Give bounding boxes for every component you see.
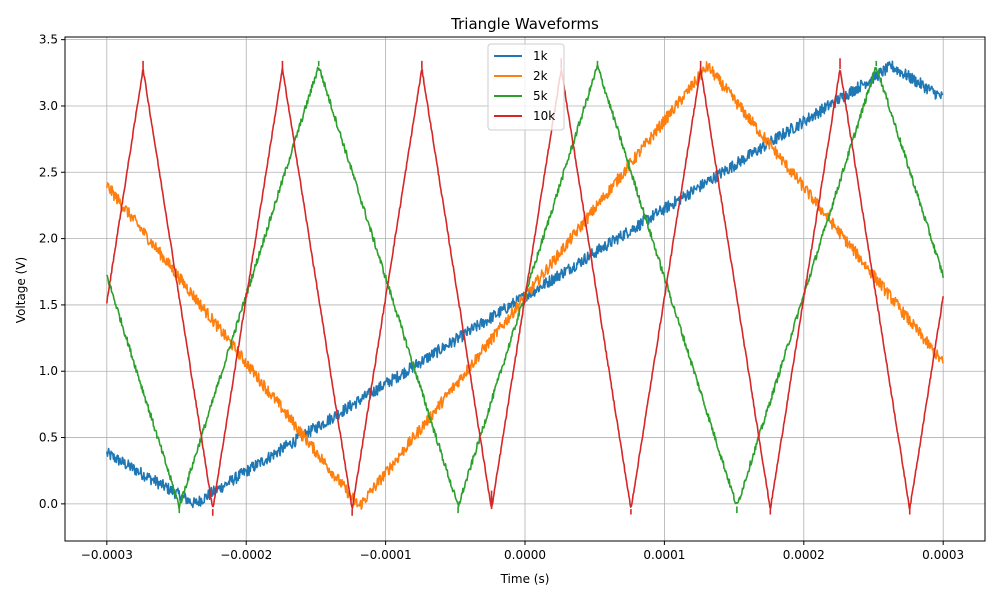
- y-tick-label-6: 3.0: [39, 99, 58, 113]
- y-tick-label-7: 3.5: [39, 33, 58, 47]
- legend-label-10k: 10k: [533, 109, 555, 123]
- x-tick-label-2: −0.0001: [360, 548, 412, 562]
- y-tick-label-5: 2.5: [39, 165, 58, 179]
- y-tick-label-4: 2.0: [39, 232, 58, 246]
- legend-label-5k: 5k: [533, 89, 548, 103]
- y-tick-label-0: 0.0: [39, 497, 58, 511]
- x-tick-label-0: −0.0003: [81, 548, 133, 562]
- chart-title: Triangle Waveforms: [450, 15, 599, 33]
- y-axis-label: Voltage (V): [14, 257, 28, 323]
- x-tick-label-6: 0.0003: [922, 548, 964, 562]
- y-tick-label-1: 0.5: [39, 431, 58, 445]
- legend-box: [487, 43, 565, 131]
- x-tick-label-3: 0.0000: [504, 548, 546, 562]
- legend-label-2k: 2k: [533, 69, 548, 83]
- x-tick-label-1: −0.0002: [220, 548, 272, 562]
- legend-label-1k: 1k: [533, 49, 548, 63]
- x-tick-label-4: 0.0001: [643, 548, 685, 562]
- series-layer: [106, 58, 944, 516]
- y-tick-label-3: 1.5: [39, 298, 58, 312]
- axes-layer: −0.0003 −0.0002 −0.0001 0.0000 0.0001 0.0002 0…: [39, 33, 986, 562]
- legend: 1k 2k 5k 10k: [487, 43, 565, 131]
- y-tick-label-2: 1.0: [39, 364, 58, 378]
- x-axis-label: Time (s): [500, 572, 550, 586]
- x-tick-label-5: 0.0002: [783, 548, 825, 562]
